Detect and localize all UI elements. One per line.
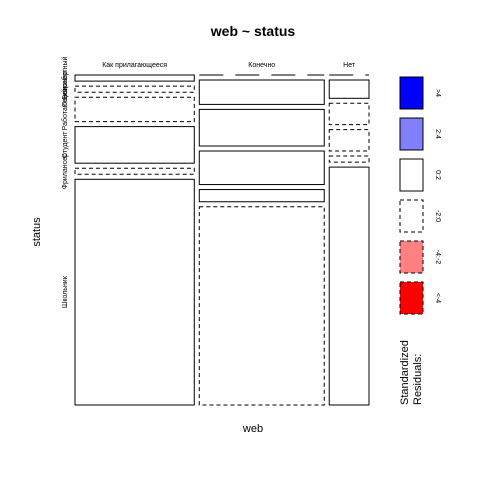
status-label-работающий: Работающий [61,88,69,130]
tile-конечно-работающий [198,108,325,147]
status-label-безработный: Безработный [61,56,69,99]
tile-нет-студент [328,129,370,152]
status-label-фрилансер: Фрилансер [62,153,69,189]
x-axis-title: web [242,423,263,435]
legend-title-line1: Standardized [399,340,411,405]
legend-title-line2: Residuals: [412,354,424,405]
status-label-школьник: Школьник [62,275,69,308]
web-category-labels: Как прилагающееся Конечно Нет [102,62,356,69]
tile-как-прилагающееся-фрилансер [74,167,195,175]
web-label-конечно: Конечно [248,62,275,69]
tile-как-прилагающееся-работающий [74,96,195,123]
mosaic-tiles [74,74,370,406]
tile-как-прилагающееся-пенсионер [74,85,195,93]
tile-нет-пенсионер [328,79,370,99]
legend-swatch-2 [399,158,424,192]
tile-нет-фрилансер [328,155,370,163]
tile-нет-работающий [328,102,370,126]
legend-label-2: 0:2 [434,170,441,180]
status-label-пенсионер: Пенсионер [62,71,69,107]
legend-swatch-5 [399,281,424,315]
tile-конечно-пенсионер [198,79,325,105]
legend-label-4: -4:-2 [434,250,441,265]
legend-label-3: -2:0 [434,210,441,222]
tile-конечно-фрилансер [198,189,325,203]
legend-swatch-1 [399,117,424,151]
tile-конечно-студент [198,150,325,186]
residuals-legend: >4 2:4 0:2 -2:0 -4:-2 <-4 [399,76,441,315]
legend-swatch-0 [399,76,424,110]
legend-swatch-3 [399,199,424,233]
legend-label-5: <-4 [434,293,441,303]
tile-как-прилагающееся-студент [74,126,195,164]
web-label-нет: Нет [343,62,356,69]
legend-swatch-4 [399,240,424,274]
y-axis-title: status [31,217,43,247]
legend-label-1: 2:4 [434,129,441,139]
tile-конечно-школьник [198,206,325,406]
tile-нет-школьник [328,166,370,406]
legend-label-0: >4 [434,89,441,97]
status-category-labels: БезработныйПенсионерРаботающийСтудентФри… [61,56,69,308]
status-label-студент: Студент [62,131,69,158]
tile-как-прилагающееся-школьник [74,178,195,406]
web-label-как-прилагающееся: Как прилагающееся [102,62,167,69]
tile-как-прилагающееся-безработный [74,74,195,82]
chart-title: web ~ status [210,23,296,39]
